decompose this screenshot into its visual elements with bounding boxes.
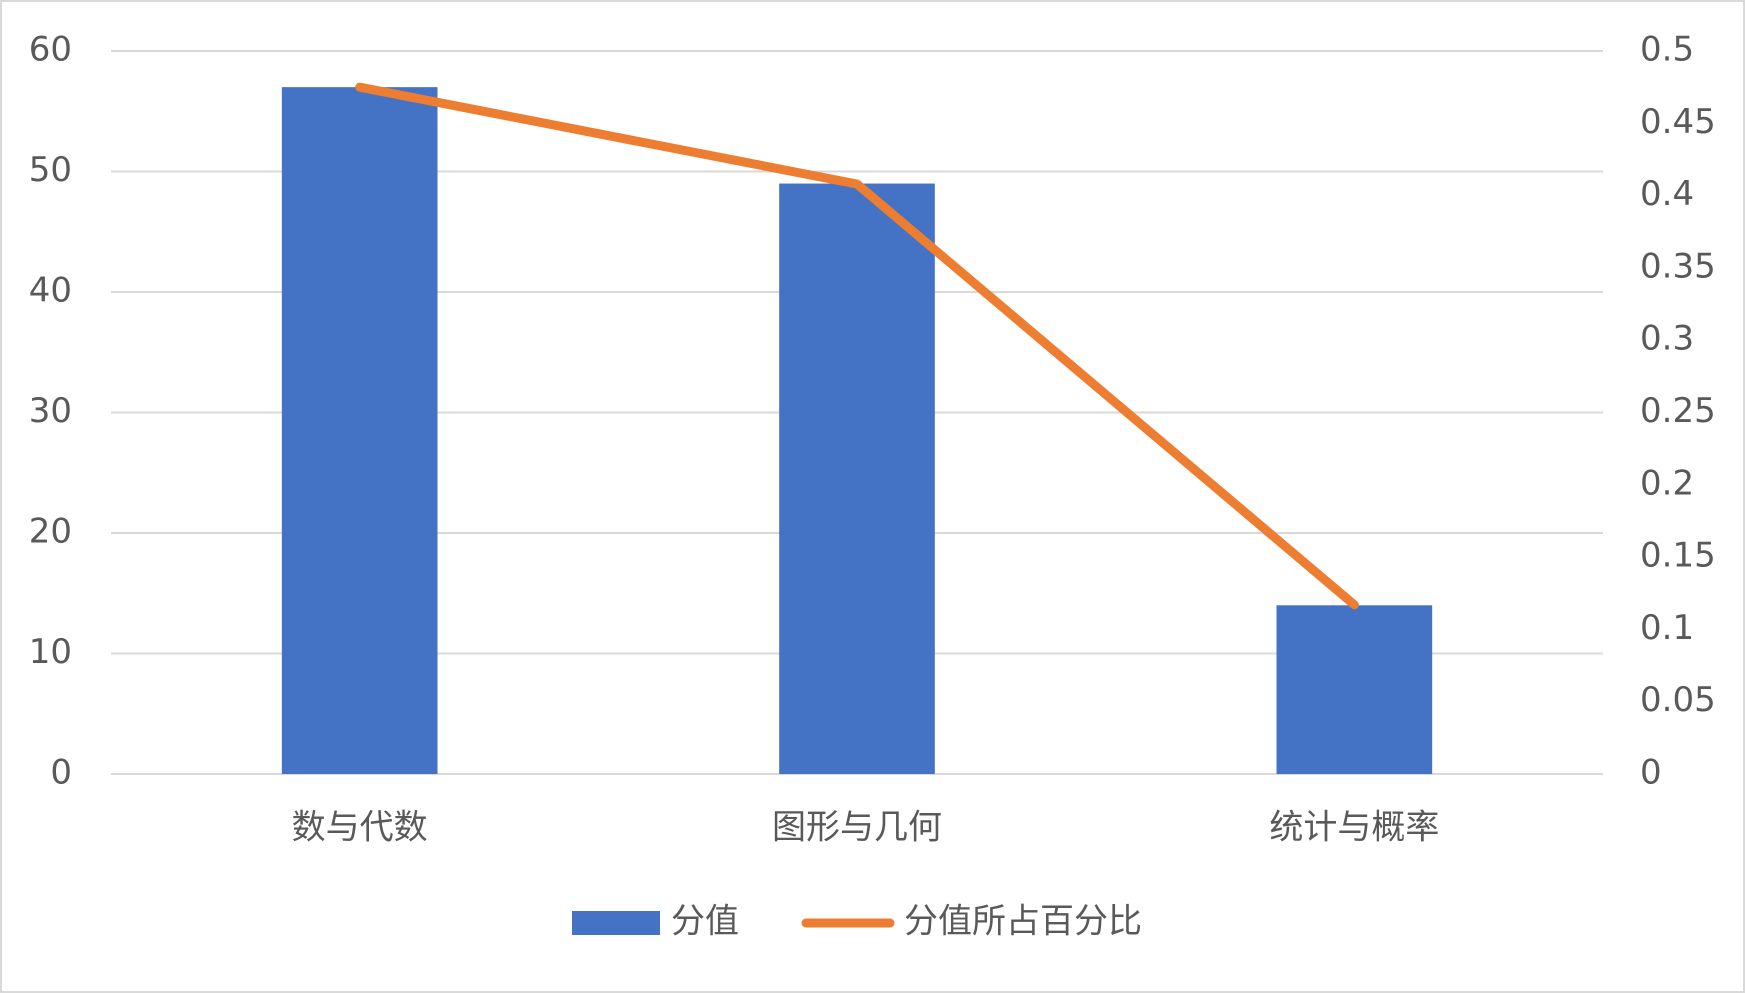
y-tick-label: 20 (29, 512, 72, 552)
x-tick-label: 统计与概率 (1269, 808, 1439, 848)
legend-label: 分值 (671, 902, 739, 942)
y2-tick-label: 0.5 (1640, 30, 1694, 70)
y-tick-label: 30 (29, 391, 72, 431)
y-tick-label: 0 (50, 753, 72, 793)
legend-label: 分值所占百分比 (904, 902, 1142, 942)
y2-tick-label: 0.25 (1640, 391, 1716, 431)
y-tick-label: 40 (29, 271, 72, 311)
y2-tick-label: 0.45 (1640, 102, 1716, 142)
x-tick-label: 图形与几何 (772, 808, 942, 848)
bar (1276, 605, 1433, 774)
y2-tick-label: 0.4 (1640, 174, 1694, 214)
y2-tick-label: 0.3 (1640, 319, 1694, 359)
y2-tick-label: 0.35 (1640, 246, 1716, 286)
y2-tick-label: 0.05 (1640, 680, 1716, 720)
x-tick-label: 数与代数 (292, 808, 428, 848)
legend-swatch (572, 911, 660, 935)
y2-tick-label: 0.1 (1640, 608, 1694, 648)
y2-tick-label: 0.2 (1640, 463, 1694, 503)
line (355, 82, 1359, 610)
y2-tick-label: 0.15 (1640, 536, 1716, 576)
y-tick-label: 60 (29, 30, 72, 70)
y2-tick-label: 0 (1640, 753, 1662, 793)
y-tick-label: 10 (29, 632, 72, 672)
y-tick-label: 50 (29, 150, 72, 190)
bar (779, 183, 935, 775)
bar (281, 87, 438, 774)
